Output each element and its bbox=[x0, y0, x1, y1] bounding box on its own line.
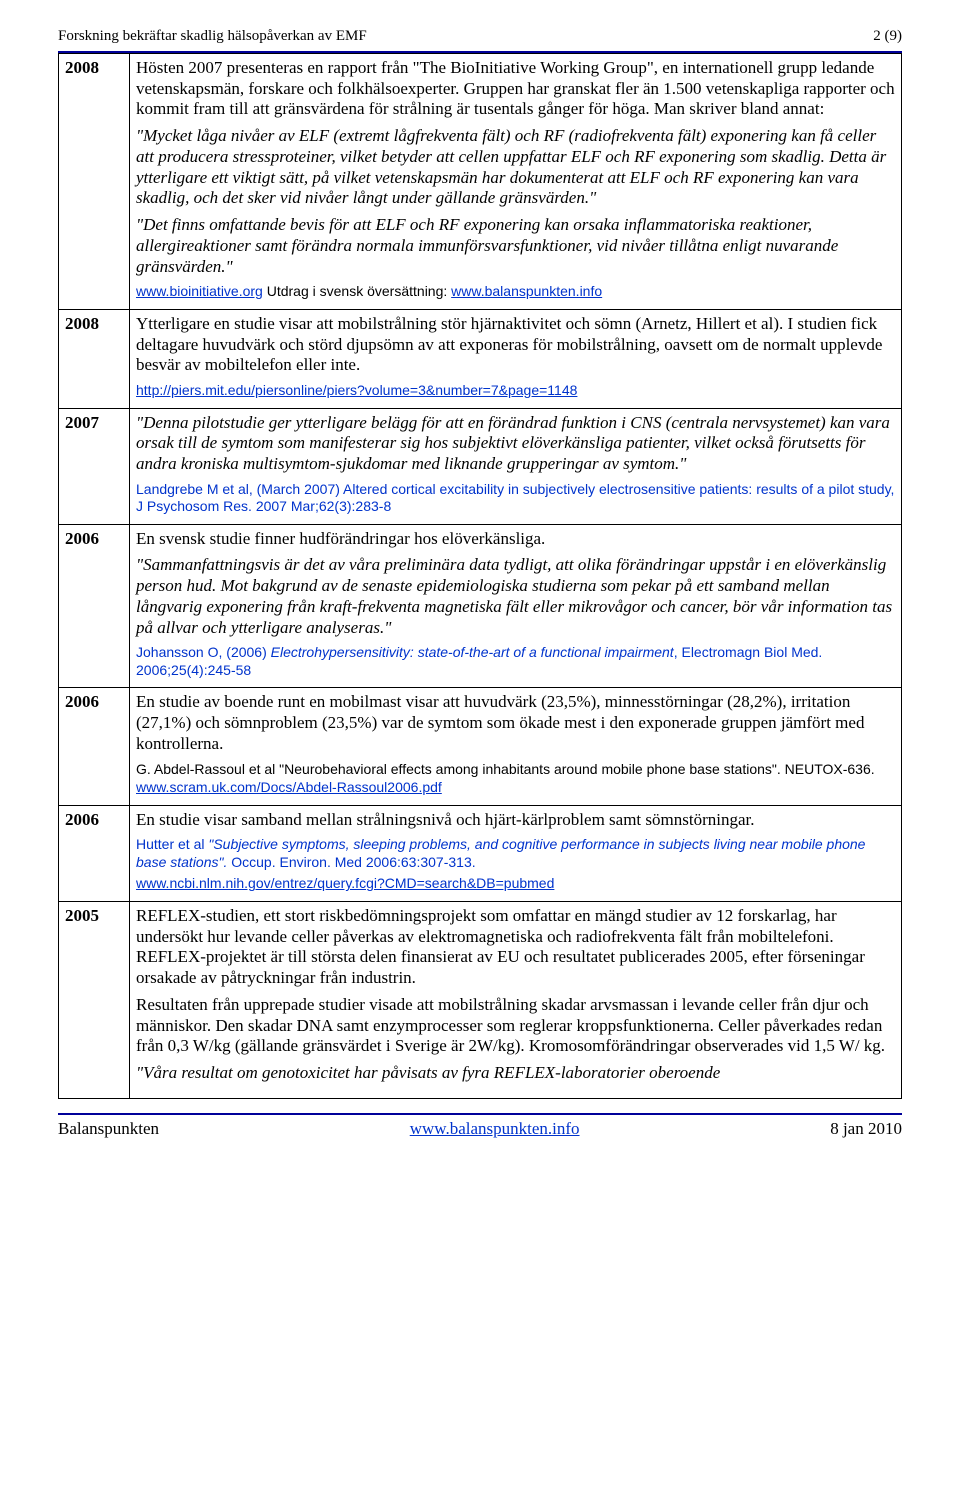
year-cell: 2006 bbox=[59, 524, 130, 688]
italic-paragraph: "Våra resultat om genotoxicitet har påvi… bbox=[136, 1063, 895, 1084]
content-cell: En studie av boende runt en mobilmast vi… bbox=[130, 688, 902, 805]
paragraph: En studie av boende runt en mobilmast vi… bbox=[136, 692, 895, 754]
italic-paragraph: "Det finns omfattande bevis för att ELF … bbox=[136, 215, 895, 277]
table-row: 2005REFLEX-studien, ett stort riskbedömn… bbox=[59, 901, 902, 1098]
year-cell: 2008 bbox=[59, 309, 130, 408]
content-cell: REFLEX-studien, ett stort riskbedömnings… bbox=[130, 901, 902, 1098]
italic-paragraph: "Mycket låga nivåer av ELF (extremt lågf… bbox=[136, 126, 895, 209]
citation-link-line: http://piers.mit.edu/piersonline/piers?v… bbox=[136, 382, 895, 400]
content-cell: "Denna pilotstudie ger ytterligare beläg… bbox=[130, 408, 902, 524]
content-cell: Hösten 2007 presenteras en rapport från … bbox=[130, 54, 902, 310]
table-row: 2006 En svensk studie finner hudförändrin… bbox=[59, 524, 902, 688]
table-row: 2006En studie av boende runt en mobilmas… bbox=[59, 688, 902, 805]
paragraph: Hösten 2007 presenteras en rapport från … bbox=[136, 58, 895, 120]
content-table: 2008Hösten 2007 presenteras en rapport f… bbox=[58, 53, 902, 1099]
citation-text: Johansson O, (2006) bbox=[136, 644, 271, 660]
paragraph: REFLEX-studien, ett stort riskbedömnings… bbox=[136, 906, 895, 989]
table-row: 2008Ytterligare en studie visar att mobi… bbox=[59, 309, 902, 408]
footer-rule bbox=[58, 1113, 902, 1115]
citation-text: Occup. Environ. Med 2006:63:307-313. bbox=[227, 854, 475, 870]
table-row: 2007"Denna pilotstudie ger ytterligare b… bbox=[59, 408, 902, 524]
citation-link[interactable]: www.scram.uk.com/Docs/Abdel-Rassoul2006.… bbox=[136, 779, 442, 795]
paragraph: En svensk studie finner hudförändringar … bbox=[136, 529, 895, 550]
citation-text: Utdrag i svensk översättning: bbox=[263, 283, 451, 299]
italic-paragraph: "Sammanfattningsvis är det av våra preli… bbox=[136, 555, 895, 638]
citation: Landgrebe M et al, (March 2007) Altered … bbox=[136, 481, 895, 516]
table-row: 2006 En studie visar samband mellan strål… bbox=[59, 805, 902, 901]
citation: G. Abdel-Rassoul et al "Neurobehavioral … bbox=[136, 761, 875, 777]
citation-link[interactable]: www.ncbi.nlm.nih.gov/entrez/query.fcgi?C… bbox=[136, 875, 554, 891]
citation-link[interactable]: www.balanspunkten.info bbox=[451, 283, 602, 299]
citation-text: Hutter et al bbox=[136, 836, 208, 852]
year-cell: 2007 bbox=[59, 408, 130, 524]
italic-paragraph: "Denna pilotstudie ger ytterligare beläg… bbox=[136, 413, 895, 475]
citation: Hutter et al "Subjective symptoms, sleep… bbox=[136, 836, 895, 871]
citation: www.bioinitiative.org Utdrag i svensk öv… bbox=[136, 283, 895, 301]
header-right: 2 (9) bbox=[873, 28, 902, 45]
year-cell: 2006 bbox=[59, 688, 130, 805]
header-left: Forskning bekräftar skadlig hälsopåverka… bbox=[58, 28, 367, 45]
year-cell: 2006 bbox=[59, 805, 130, 901]
content-cell: Ytterligare en studie visar att mobilstr… bbox=[130, 309, 902, 408]
content-cell: En studie visar samband mellan strålning… bbox=[130, 805, 902, 901]
footer-link[interactable]: www.balanspunkten.info bbox=[410, 1119, 580, 1139]
paragraph: Resultaten från upprepade studier visade… bbox=[136, 995, 895, 1057]
paragraph: Ytterligare en studie visar att mobilstr… bbox=[136, 314, 895, 376]
page-header: Forskning bekräftar skadlig hälsopåverka… bbox=[58, 28, 902, 45]
citation-link[interactable]: http://piers.mit.edu/piersonline/piers?v… bbox=[136, 382, 577, 398]
citation: Johansson O, (2006) Electrohypersensitiv… bbox=[136, 644, 895, 679]
footer-left: Balanspunkten bbox=[58, 1119, 159, 1139]
table-row: 2008Hösten 2007 presenteras en rapport f… bbox=[59, 54, 902, 310]
year-cell: 2005 bbox=[59, 901, 130, 1098]
paragraph: En studie visar samband mellan strålning… bbox=[136, 810, 895, 831]
page-footer: Balanspunkten www.balanspunkten.info 8 j… bbox=[58, 1119, 902, 1139]
year-cell: 2008 bbox=[59, 54, 130, 310]
content-cell: En svensk studie finner hudförändringar … bbox=[130, 524, 902, 688]
citation-title: Electrohypersensitivity: state-of-the-ar… bbox=[271, 644, 674, 660]
footer-right: 8 jan 2010 bbox=[830, 1119, 902, 1139]
citation-link[interactable]: www.bioinitiative.org bbox=[136, 283, 263, 299]
citation-link-line: www.ncbi.nlm.nih.gov/entrez/query.fcgi?C… bbox=[136, 875, 895, 893]
